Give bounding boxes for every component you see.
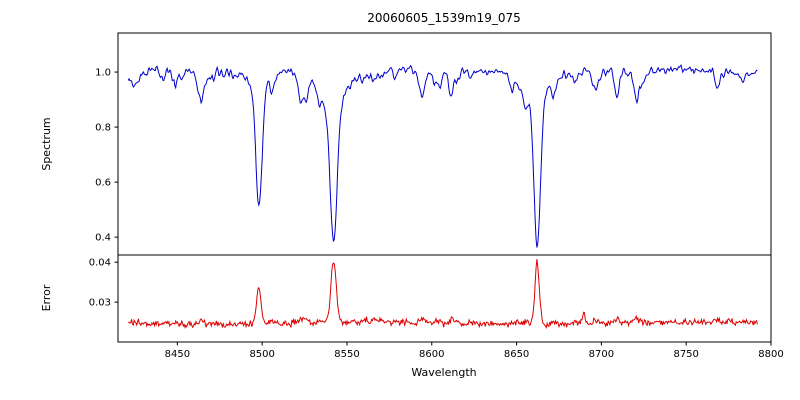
y-tick-label-spectrum: 0.4: [95, 233, 111, 244]
x-tick-label: 8550: [334, 349, 359, 360]
spectrum-line: [127, 64, 758, 248]
y-tick-label-spectrum: 0.6: [95, 178, 111, 189]
y-tick-label-error: 0.04: [89, 258, 111, 269]
x-tick-label: 8800: [758, 349, 783, 360]
x-tick-label: 8450: [165, 349, 190, 360]
error-line: [127, 259, 758, 330]
plot-title: 20060605_1539m19_075: [367, 11, 520, 25]
plot-area: 8450 8500 8550 8600 8650 8700 8750 8800 0.4 0.6 0.…: [89, 32, 784, 360]
y-tick-label-error: 0.03: [89, 298, 111, 309]
x-tick-label: 8700: [589, 349, 614, 360]
y-axis-label-spectrum: Spectrum: [40, 117, 53, 170]
spectrum-axes-frame: [117, 32, 772, 256]
y-axis-label-error: Error: [40, 284, 53, 311]
x-tick-label: 8500: [249, 349, 274, 360]
y-tick-label-spectrum: 1.0: [95, 68, 111, 79]
x-tick-label: 8600: [419, 349, 444, 360]
error-axes-frame: [117, 254, 772, 343]
x-tick-label: 8750: [673, 349, 698, 360]
x-tick-label: 8650: [504, 349, 529, 360]
x-axis-label: Wavelength: [411, 366, 476, 379]
y-tick-label-spectrum: 0.8: [95, 123, 111, 134]
